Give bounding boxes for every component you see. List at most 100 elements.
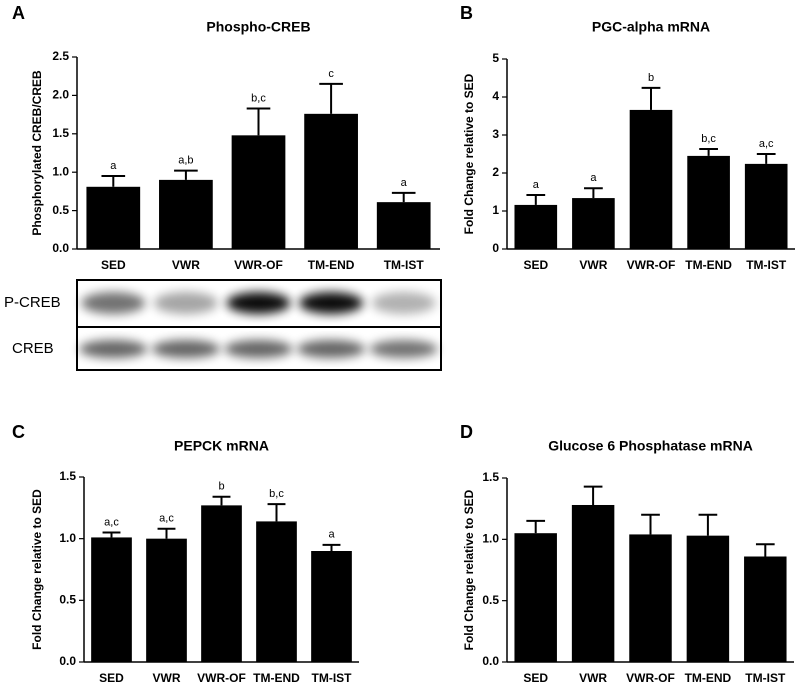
bar [376,202,431,249]
x-tick-label: VWR-OF [626,671,675,685]
error-bar [583,485,603,505]
bar [146,538,187,662]
significance-label: a [328,529,335,541]
error-bar [526,519,546,534]
x-tick-label: TM-IST [746,258,787,272]
bar [744,163,788,249]
x-tick-label: SED [101,258,126,272]
error-bar [756,153,776,164]
significance-label: c [328,68,334,80]
x-tick-label: SED [523,258,548,272]
bar [514,204,558,249]
y-tick-label: 2 [492,165,499,179]
significance-label: b,c [251,92,266,104]
bar [201,505,242,662]
error-bar [101,175,126,187]
bar [86,186,141,249]
error-bar [157,527,176,539]
error-bar [641,86,661,110]
y-tick-label: 1.5 [482,470,499,484]
x-tick-label: VWR-OF [197,671,246,685]
significance-label: a,b [178,155,193,167]
error-bar [584,187,603,199]
significance-label: b [648,72,654,84]
significance-label: a,c [159,513,174,525]
error-bar [391,191,416,203]
bar [231,135,286,249]
y-tick-label: 4 [492,89,499,103]
y-tick-label: 0.0 [482,654,499,668]
significance-label: a,c [104,516,119,528]
x-tick-label: TM-IST [312,671,353,685]
y-tick-label: 2.0 [52,88,69,102]
significance-label: a [533,179,540,191]
error-bar [322,543,341,551]
chart-title: Glucose 6 Phosphatase mRNA [548,438,753,454]
error-bar [641,513,660,535]
x-tick-label: SED [99,671,124,685]
bar [687,155,730,249]
error-bar [212,495,231,506]
significance-label: b,c [269,488,284,500]
y-tick-label: 0.5 [52,203,69,217]
y-tick-label: 1 [492,203,499,217]
bar [514,533,557,662]
blot-band [224,340,293,358]
error-bar [698,513,718,536]
y-tick-label: 1.5 [59,469,76,483]
chart-title: Phospho-CREB [206,19,310,35]
x-tick-label: VWR [172,258,200,272]
panel-label: D [460,422,473,442]
error-bar [319,82,343,114]
error-bar [699,148,718,156]
significance-label: b [218,481,224,493]
y-tick-label: 1.0 [59,531,76,545]
error-bar [755,543,775,557]
x-tick-label: TM-END [253,671,300,685]
error-bar [246,107,271,136]
bar [744,556,787,662]
panel-label: A [12,3,25,23]
error-bar [526,194,546,205]
blot-band [297,340,366,358]
blot-band [369,340,438,358]
blot-band [151,340,220,358]
blot-label: P-CREB [4,294,61,311]
y-tick-label: 5 [492,51,499,65]
x-tick-label: TM-END [685,258,732,272]
blot-band [79,340,148,358]
significance-label: a [110,160,117,172]
bar [572,198,615,249]
error-bar [102,531,121,538]
significance-label: a [590,172,597,184]
chart-title: PGC-alpha mRNA [592,19,710,35]
bar [571,504,615,662]
y-tick-label: 0.5 [482,593,499,607]
x-tick-label: TM-IST [745,671,786,685]
blot-band [81,292,146,314]
x-tick-label: SED [523,671,548,685]
significance-label: a [401,177,408,189]
x-tick-label: TM-IST [384,258,425,272]
y-tick-label: 0.0 [59,654,76,668]
panel-label: B [460,3,473,23]
error-bar [267,503,286,522]
bar [304,113,358,249]
y-tick-label: 0 [492,241,499,255]
significance-label: b,c [701,133,716,145]
y-axis-label: Fold Change relative to SED [30,489,44,650]
x-tick-label: VWR-OF [234,258,283,272]
x-tick-label: VWR [579,258,607,272]
bar [256,521,297,662]
bar [629,109,673,249]
y-tick-label: 1.5 [52,126,69,140]
x-tick-label: VWR-OF [627,258,676,272]
significance-label: a,c [759,138,774,150]
blot-band [299,292,364,314]
chart-title: PEPCK mRNA [174,438,269,454]
y-axis-label: Fold Change relative to SED [462,489,476,650]
error-bar [174,169,198,180]
x-tick-label: VWR [579,671,607,685]
blot-band [371,292,436,314]
